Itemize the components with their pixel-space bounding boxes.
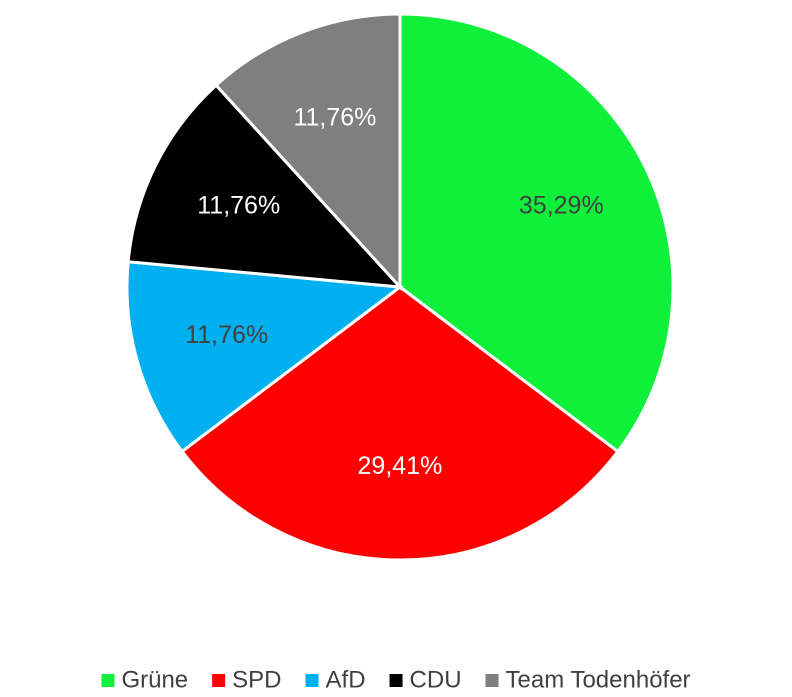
legend-label: AfD — [326, 666, 366, 693]
legend-marker — [389, 674, 403, 687]
legend-marker — [212, 674, 226, 687]
legend-marker — [485, 674, 499, 687]
pie-slice — [179, 285, 620, 562]
data-label: 11,76% — [197, 191, 280, 219]
pie — [125, 12, 675, 562]
legend-marker — [101, 674, 115, 687]
legend: Grüne SPD AfD CDU Team Todenhöfer — [101, 666, 691, 693]
data-label: 11,76% — [185, 321, 268, 349]
data-label: 11,76% — [293, 104, 376, 132]
pie-slice — [126, 83, 404, 289]
pie-slice — [213, 12, 402, 291]
data-labels: 35,29% 29,41% 11,76% 11,76% 11,76% — [185, 104, 603, 480]
pie-slice — [398, 12, 675, 454]
legend-label: SPD — [232, 666, 281, 693]
pie-slice — [125, 260, 404, 454]
legend-label: Grüne — [121, 666, 188, 693]
data-label: 35,29% — [519, 191, 604, 219]
data-label: 29,41% — [358, 452, 443, 480]
legend-label: CDU — [410, 666, 462, 693]
legend-marker — [305, 674, 319, 687]
legend-label: Team Todenhöfer — [506, 666, 691, 693]
